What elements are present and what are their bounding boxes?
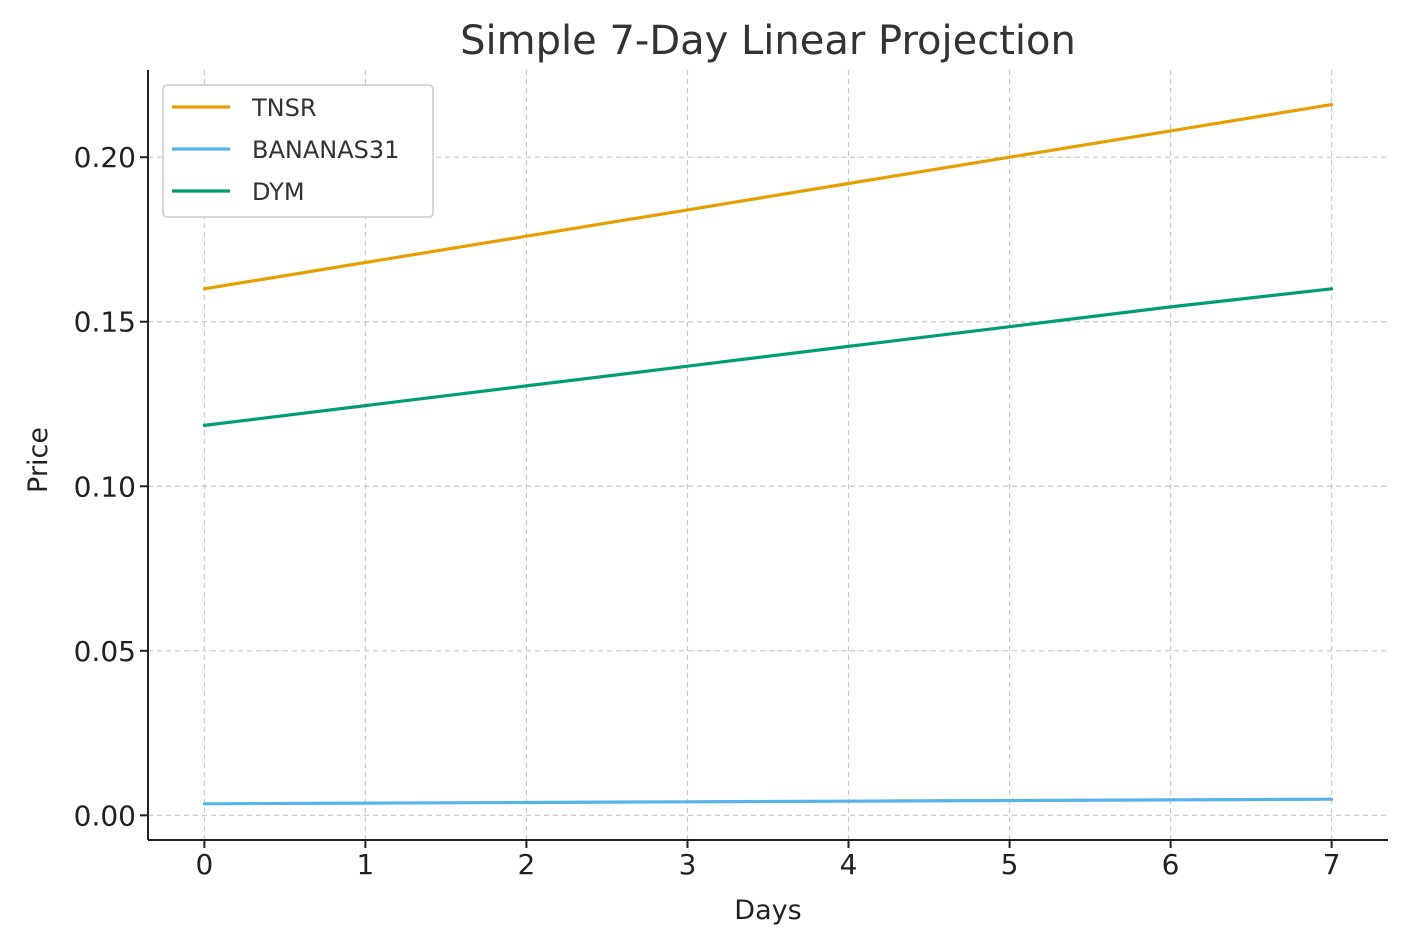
x-tick-label: 2 xyxy=(518,848,536,881)
y-tick-label: 0.10 xyxy=(74,470,136,503)
x-tick-label: 5 xyxy=(1001,848,1019,881)
chart-title: Simple 7-Day Linear Projection xyxy=(460,18,1076,64)
legend-label-dym: DYM xyxy=(252,178,305,206)
y-axis-label: Price xyxy=(23,427,54,493)
series-lines xyxy=(202,102,1334,806)
y-tick-label: 0.15 xyxy=(74,306,136,339)
series-line-dym xyxy=(202,287,1334,427)
x-tick-label: 0 xyxy=(195,848,213,881)
x-axis-label: Days xyxy=(734,895,801,926)
y-tick-label: 0.20 xyxy=(74,141,136,174)
y-tick-label: 0.00 xyxy=(74,799,136,832)
legend-box xyxy=(162,84,434,218)
legend-label-tnsr: TNSR xyxy=(251,94,317,122)
x-tick-label: 7 xyxy=(1323,848,1341,881)
x-tick-label: 1 xyxy=(356,848,374,881)
y-axis-ticks: 0.00 0.05 0.10 0.15 0.20 xyxy=(74,141,148,832)
x-axis-ticks: 0 1 2 3 4 5 6 7 xyxy=(195,840,1341,881)
axes xyxy=(147,70,1388,841)
x-tick-label: 6 xyxy=(1162,848,1180,881)
x-tick-label: 3 xyxy=(679,848,697,881)
series-line-bananas31 xyxy=(202,797,1334,806)
series-line-tnsr xyxy=(202,102,1334,291)
x-tick-label: 4 xyxy=(840,848,858,881)
legend-label-bananas31: BANANAS31 xyxy=(252,136,399,164)
y-tick-label: 0.05 xyxy=(74,635,136,668)
legend: TNSR BANANAS31 DYM xyxy=(162,84,434,218)
